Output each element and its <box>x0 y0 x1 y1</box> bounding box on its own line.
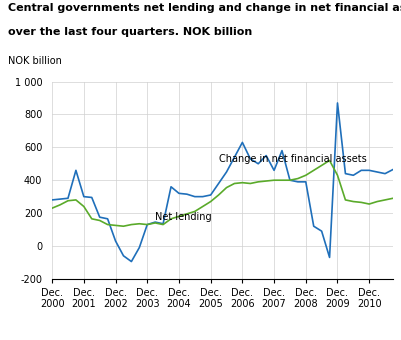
Text: over the last four quarters. NOK billion: over the last four quarters. NOK billion <box>8 27 252 37</box>
Text: Net lending: Net lending <box>155 212 212 222</box>
Text: Central governments net lending and change in net financial assets: Central governments net lending and chan… <box>8 3 401 13</box>
Text: Change in net financial assets: Change in net financial assets <box>219 154 367 164</box>
Text: NOK billion: NOK billion <box>8 56 62 66</box>
